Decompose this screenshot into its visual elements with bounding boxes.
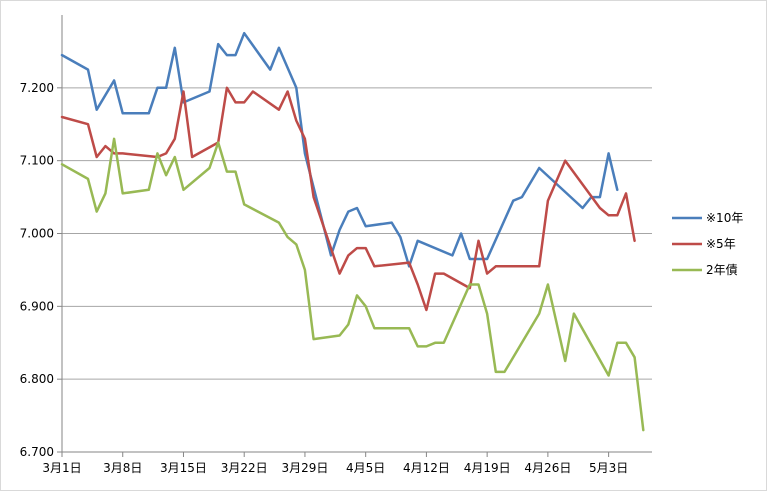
x-tick-label: 4月12日 (403, 461, 450, 475)
x-tick-label: 3月15日 (160, 461, 207, 475)
legend-label: 2年債 (706, 262, 738, 277)
series-lines (60, 31, 645, 432)
series-line-1 (60, 31, 619, 268)
x-tick-label: 4月26日 (524, 461, 571, 475)
y-tick-label: 7.000 (20, 227, 54, 241)
y-tick-label: 7.200 (20, 81, 54, 95)
series-line-3 (60, 137, 645, 432)
x-tick-label: 3月8日 (103, 461, 142, 475)
axes: 6.700 6.800 6.900 7.000 7.100 7.200 3月1日 3月8日 3月… (20, 15, 652, 475)
y-tick-label: 7.100 (20, 154, 54, 168)
x-tick-label: 4月19日 (464, 461, 511, 475)
x-tick-label: 3月29日 (281, 461, 328, 475)
series-line-2 (60, 86, 636, 312)
x-tick-label: 4月5日 (346, 461, 385, 475)
x-tick-label: 3月1日 (42, 461, 81, 475)
legend: ※10年 ※5年 2年債 (672, 211, 743, 277)
y-tick-label: 6.700 (20, 445, 54, 459)
y-tick-label: 6.900 (20, 299, 54, 313)
legend-label: ※5年 (706, 237, 736, 251)
x-tick-label: 3月22日 (221, 461, 268, 475)
y-tick-label: 6.800 (20, 372, 54, 386)
x-tick-label: 5月3日 (589, 461, 628, 475)
legend-label: ※10年 (706, 211, 743, 225)
